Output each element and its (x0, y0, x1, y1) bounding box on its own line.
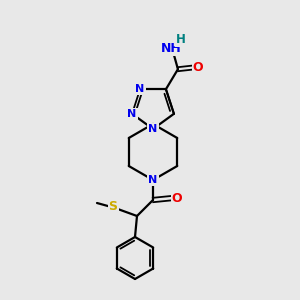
Text: NH: NH (160, 42, 181, 55)
Text: S: S (109, 200, 118, 214)
Text: O: O (172, 191, 182, 205)
Text: O: O (193, 61, 203, 74)
Text: H: H (176, 33, 186, 46)
Text: N: N (148, 124, 158, 134)
Text: N: N (148, 175, 158, 185)
Text: N: N (135, 84, 145, 94)
Text: N: N (128, 109, 137, 119)
